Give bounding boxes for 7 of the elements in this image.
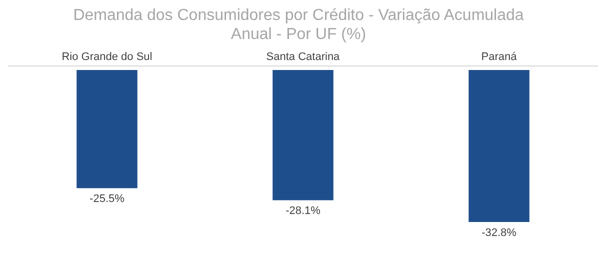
- chart-title: Demanda dos Consumidores por Crédito - Variação Acumulada Anual - Por UF (%): [73, 7, 524, 43]
- data-label: -32.8%: [482, 227, 517, 239]
- x-tick-label: Rio Grande do Sul: [62, 51, 152, 63]
- x-tick-label: Paraná: [481, 51, 518, 63]
- x-tick-label: Santa Catarina: [266, 51, 341, 63]
- data-label: -28.1%: [286, 205, 321, 218]
- data-label: -25.5%: [90, 193, 125, 206]
